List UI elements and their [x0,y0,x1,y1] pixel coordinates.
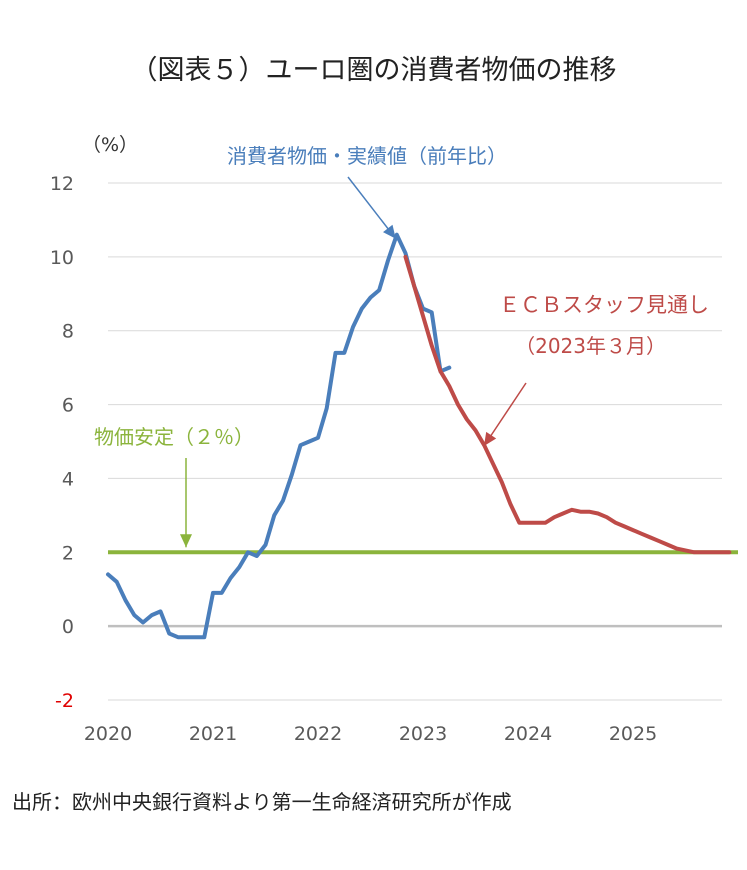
actual-series-line [106,232,452,640]
annotation-forecast: ＥＣＢスタッフ見通し [499,293,709,317]
y-tick-label: 10 [50,247,74,269]
y-axis-ticks: -2 0 2 4 6 8 10 12 （%） [50,134,138,712]
x-tick-label: 2025 [609,723,657,745]
y-tick-label: 0 [62,616,74,638]
y-tick-label: -2 [55,690,74,712]
y-tick-label: 6 [62,395,74,417]
source-note: 出所：欧州中央銀行資料より第一生命経済研究所が作成 [12,790,512,814]
y-tick-label: 4 [62,468,74,490]
x-tick-label: 2020 [84,723,132,745]
y-tick-label: 2 [62,542,74,564]
y-tick-label: 8 [62,321,74,343]
arrow-target-head [180,534,192,548]
y-tick-label: 12 [50,173,74,195]
x-tick-label: 2022 [294,723,342,745]
annotation-forecast-date: （2023年３月） [515,334,666,358]
annotation-actual: 消費者物価・実績値（前年比） [227,144,507,168]
arrow-forecast-head [484,431,497,446]
series-lines [106,232,738,640]
annotations: 消費者物価・実績値（前年比） ＥＣＢスタッフ見通し （2023年３月） 物価安定（２％… [94,144,709,548]
x-axis-ticks: 2020 2021 2022 2023 2024 2025 [84,723,657,745]
x-tick-label: 2024 [504,723,552,745]
annotation-target: 物価安定（２％） [94,425,254,449]
y-unit-label: （%） [82,134,138,156]
forecast-series-line [403,254,732,555]
x-tick-label: 2021 [189,723,237,745]
arrow-actual-head [383,224,396,239]
chart-title: （図表５）ユーロ圏の消費者物価の推移 [130,55,617,86]
x-tick-label: 2023 [399,723,447,745]
